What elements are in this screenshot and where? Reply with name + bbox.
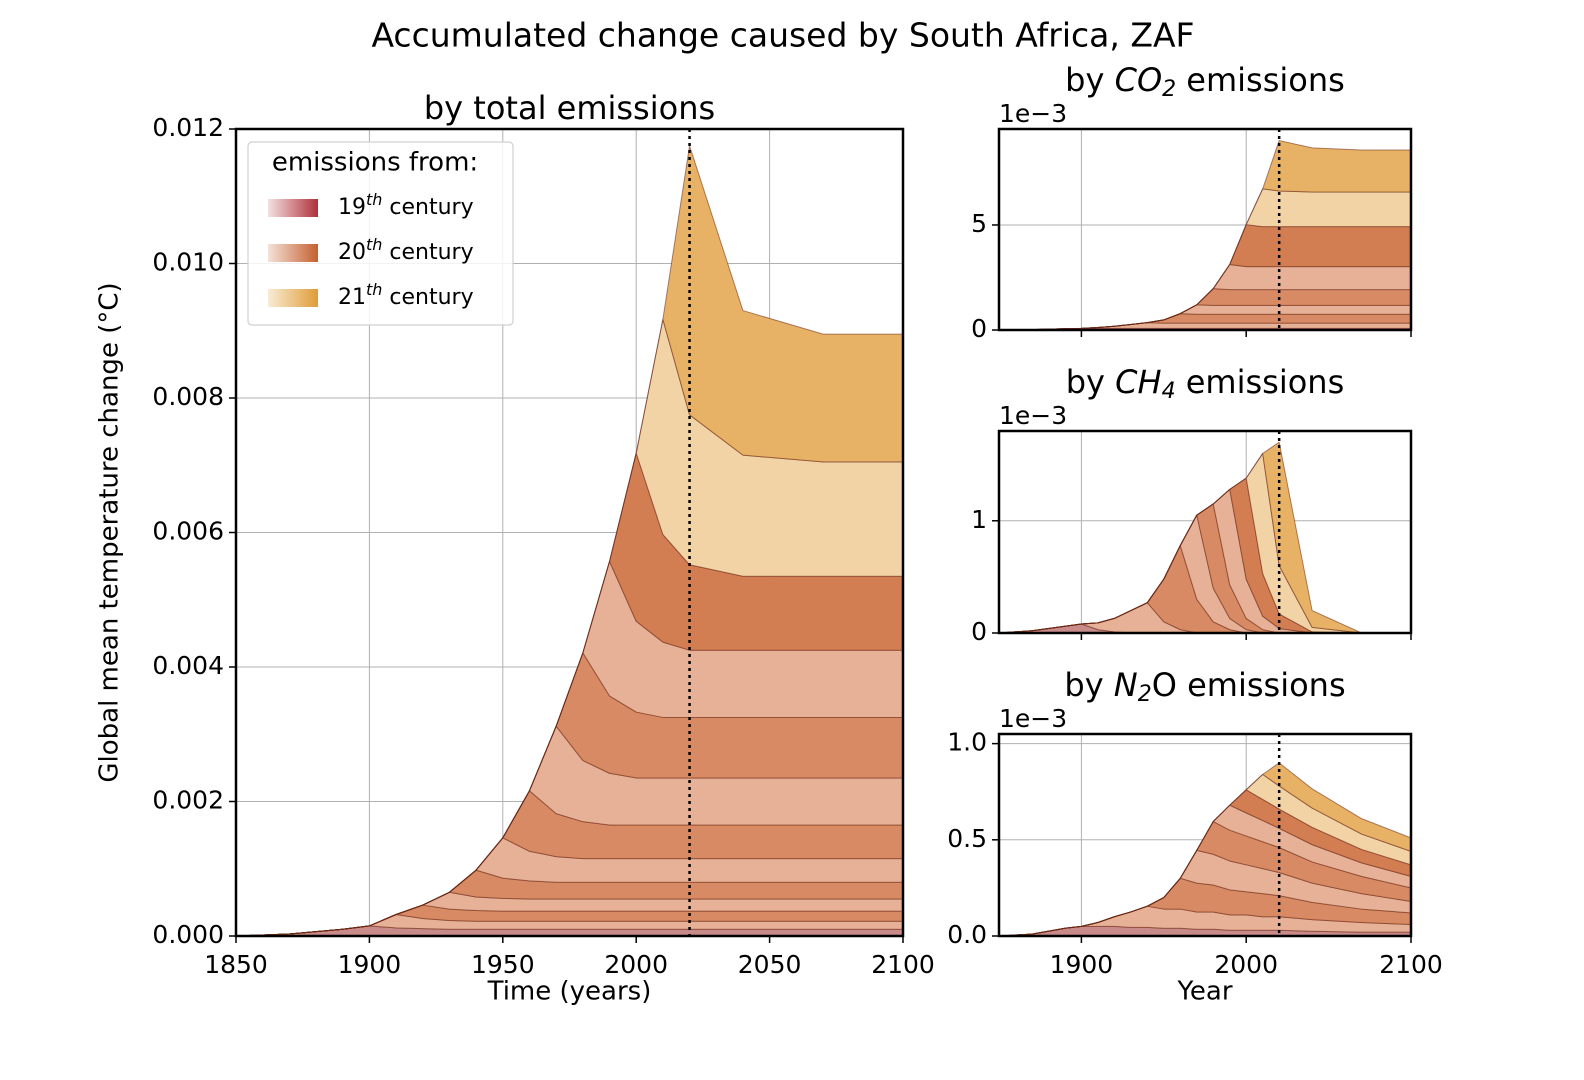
y-tick-label: 0.006 (152, 517, 224, 546)
title-subscript: 2 (1138, 682, 1152, 707)
legend-label: 21th century (338, 280, 474, 311)
y-tick-label: 5 (971, 209, 987, 238)
x-tick-label: 2100 (1379, 950, 1443, 979)
areas (999, 140, 1411, 330)
x-tick-label: 2100 (871, 950, 935, 979)
title-text: emissions (1176, 363, 1345, 401)
legend-number: 20 (338, 240, 366, 265)
figure-title: Accumulated change caused by South Afric… (371, 16, 1194, 55)
axes-title: by total emissions (424, 89, 715, 127)
legend-text: century (382, 285, 473, 310)
offset-label: 1e−3 (999, 401, 1067, 430)
offset-label: 1e−3 (999, 704, 1067, 733)
title-text: emissions (1176, 61, 1345, 99)
x-tick-label: 1900 (338, 950, 402, 979)
y-tick-label: 1 (971, 505, 987, 534)
axes-title: by CO2 emissions (1065, 61, 1345, 102)
axes-frame (997, 732, 1413, 938)
title-text: O emissions (1152, 666, 1346, 704)
title-species: N (1114, 666, 1138, 704)
legend-swatch (268, 244, 318, 262)
legend-superscript: th (366, 235, 382, 254)
axes-title: by CH4 emissions (1066, 363, 1345, 404)
y-tick-label: 0.008 (152, 382, 224, 411)
axes-frame (997, 127, 1413, 332)
title-text: by (1064, 666, 1113, 704)
legend-number: 19 (338, 195, 366, 220)
title-subscript: 4 (1162, 379, 1176, 404)
area-band (999, 441, 1411, 633)
title-subscript: 2 (1162, 77, 1176, 102)
legend-number: 21 (338, 285, 366, 310)
y-tick-label: 0 (971, 617, 987, 646)
areas (999, 762, 1411, 936)
y-tick-label: 0.010 (152, 248, 224, 277)
y-tick-label: 0.000 (152, 920, 224, 949)
legend-title: emissions from: (272, 148, 478, 178)
x-tick-label: 1900 (1050, 950, 1114, 979)
offset-label: 1e−3 (999, 99, 1067, 128)
y-tick-label: 0 (971, 314, 987, 343)
x-tick-label: 2000 (1214, 950, 1278, 979)
area-band (999, 762, 1411, 936)
y-tick-label: 1.0 (947, 728, 987, 757)
legend-swatch (268, 289, 318, 307)
title-species: CO (1115, 61, 1163, 99)
y-tick-label: 0.0 (947, 920, 987, 949)
y-tick-label: 0.5 (947, 824, 987, 853)
axes-frame (997, 429, 1413, 635)
legend-text: century (382, 195, 473, 220)
areas (999, 441, 1411, 633)
axes-title: by N2O emissions (1064, 666, 1345, 707)
legend-label: 20th century (338, 235, 474, 266)
y-tick-label: 0.004 (152, 651, 224, 680)
x-axis-label: Year (1176, 977, 1232, 1007)
area-band (999, 140, 1411, 330)
y-axis-label: Global mean temperature change (°C) (95, 282, 125, 782)
x-tick-label: 2000 (604, 950, 668, 979)
x-tick-label: 1950 (471, 950, 535, 979)
area-band (999, 623, 1411, 633)
title-species: CH (1115, 363, 1161, 401)
legend-superscript: th (366, 190, 382, 209)
x-tick-label: 1850 (204, 950, 268, 979)
legend-text: century (382, 240, 473, 265)
y-tick-label: 0.002 (152, 786, 224, 815)
title-text: by (1065, 61, 1114, 99)
legend-swatch (268, 199, 318, 217)
areas (236, 145, 903, 936)
x-axis-label: Time (years) (487, 977, 652, 1007)
area-band (236, 145, 903, 936)
title-text: by (1066, 363, 1115, 401)
legend-label: 19th century (338, 190, 474, 221)
legend-superscript: th (366, 280, 382, 299)
x-tick-label: 2050 (738, 950, 802, 979)
y-tick-label: 0.012 (152, 113, 224, 142)
legend-box (247, 141, 514, 326)
